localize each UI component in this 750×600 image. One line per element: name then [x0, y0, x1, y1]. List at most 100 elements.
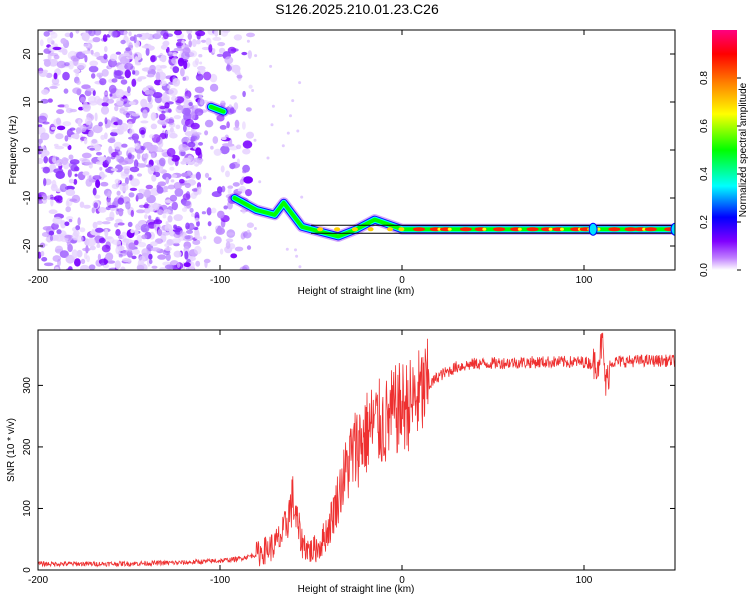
noise-blob — [116, 190, 121, 196]
noise-blob — [148, 253, 153, 260]
noise-blob — [230, 95, 237, 100]
noise-blob — [163, 186, 169, 190]
noise-blob — [136, 152, 141, 160]
noise-blob — [91, 73, 96, 79]
noise-blob — [138, 76, 147, 80]
noise-blob — [141, 67, 152, 72]
noise-blob — [94, 51, 100, 58]
noise-blob — [88, 65, 99, 73]
noise-blob — [145, 47, 150, 56]
noise-blob — [74, 258, 81, 267]
noise-blob — [227, 187, 232, 195]
noise-blob — [86, 88, 95, 92]
noise-blob — [126, 92, 131, 97]
noise-blob — [100, 181, 109, 187]
noise-blob — [125, 238, 133, 244]
noise-blob — [49, 235, 54, 241]
noise-blob — [195, 147, 202, 156]
noise-blob — [131, 255, 137, 260]
noise-blob — [140, 129, 145, 135]
noise-blob — [241, 51, 248, 56]
colorbar-tick-label: 0.0 — [699, 263, 710, 277]
noise-blob — [81, 32, 90, 42]
noise-blob — [171, 57, 180, 65]
noise-blob — [150, 112, 157, 121]
noise-blob — [247, 50, 252, 59]
noise-blob — [111, 78, 118, 83]
noise-blob — [225, 241, 231, 250]
noise-blob — [64, 62, 70, 67]
noise-blob — [109, 53, 118, 62]
noise-blob — [72, 231, 79, 241]
spectral-line-layer — [208, 104, 226, 114]
noise-blob — [92, 144, 102, 152]
noise-blob — [236, 144, 242, 150]
noise-blob — [204, 172, 210, 178]
noise-blob — [118, 253, 123, 258]
noise-blob — [56, 109, 65, 115]
noise-blob — [104, 117, 108, 125]
noise-blob — [47, 98, 53, 103]
noise-blob — [119, 108, 126, 114]
noise-blob — [146, 73, 155, 78]
snr-ytick-label: 0 — [22, 567, 33, 573]
noise-blob — [184, 235, 191, 240]
noise-blob — [233, 126, 240, 131]
spectrogram-ylabel: Frequency (Hz) — [8, 116, 19, 185]
noise-blob — [106, 156, 111, 165]
noise-blob — [92, 89, 96, 96]
noise-blob — [188, 50, 198, 58]
noise-blob — [136, 209, 145, 214]
noise-blob — [129, 187, 138, 191]
noise-blob — [92, 221, 98, 229]
noise-blob — [167, 184, 175, 190]
noise-blob — [76, 62, 87, 70]
noise-blob — [225, 170, 230, 178]
spectral-hotspot — [624, 227, 637, 232]
noise-blob — [126, 55, 135, 60]
noise-blob — [208, 177, 212, 181]
spectral-hotspot — [482, 227, 487, 231]
noise-blob — [93, 202, 99, 209]
noise-blob — [63, 158, 69, 162]
noise-blob — [289, 114, 292, 118]
spectrogram-ytick-label: 10 — [22, 96, 33, 108]
noise-blob — [152, 92, 163, 99]
noise-blob — [111, 183, 119, 189]
noise-blob — [55, 133, 64, 140]
noise-blob — [242, 148, 251, 155]
noise-blob — [109, 93, 113, 97]
noise-blob — [68, 266, 73, 270]
noise-blob — [150, 241, 158, 247]
noise-blob — [168, 87, 178, 96]
noise-blob — [198, 54, 203, 58]
noise-blob — [285, 247, 289, 251]
noise-blob — [103, 53, 108, 60]
noise-blob — [171, 95, 178, 102]
noise-blob — [165, 129, 176, 135]
noise-blob — [136, 264, 145, 270]
noise-blob — [170, 154, 180, 162]
noise-blob — [298, 265, 302, 269]
noise-blob — [76, 249, 83, 258]
noise-blob — [38, 200, 44, 204]
noise-blob — [115, 229, 121, 236]
noise-blob — [107, 190, 112, 199]
noise-blob — [100, 174, 107, 178]
spectrogram-ytick-label: 0 — [22, 147, 33, 153]
colorbar-ticks: 0.0 0.2 0.4 0.6 0.8 — [699, 71, 741, 277]
noise-blob — [68, 154, 74, 160]
snr-xtick-label: -200 — [28, 575, 48, 586]
noise-blob — [217, 186, 223, 194]
noise-blob — [136, 163, 147, 168]
noise-blob — [104, 46, 108, 53]
spectrogram-xlabel: Height of straight line (km) — [298, 286, 415, 297]
noise-blob — [266, 156, 270, 160]
noise-blob — [117, 245, 125, 252]
noise-blob — [57, 258, 61, 267]
noise-blob — [132, 70, 136, 75]
noise-blob — [123, 168, 130, 175]
noise-blob — [53, 72, 58, 80]
noise-blob — [51, 126, 56, 130]
colorbar-tick-label: 0.8 — [699, 71, 710, 85]
